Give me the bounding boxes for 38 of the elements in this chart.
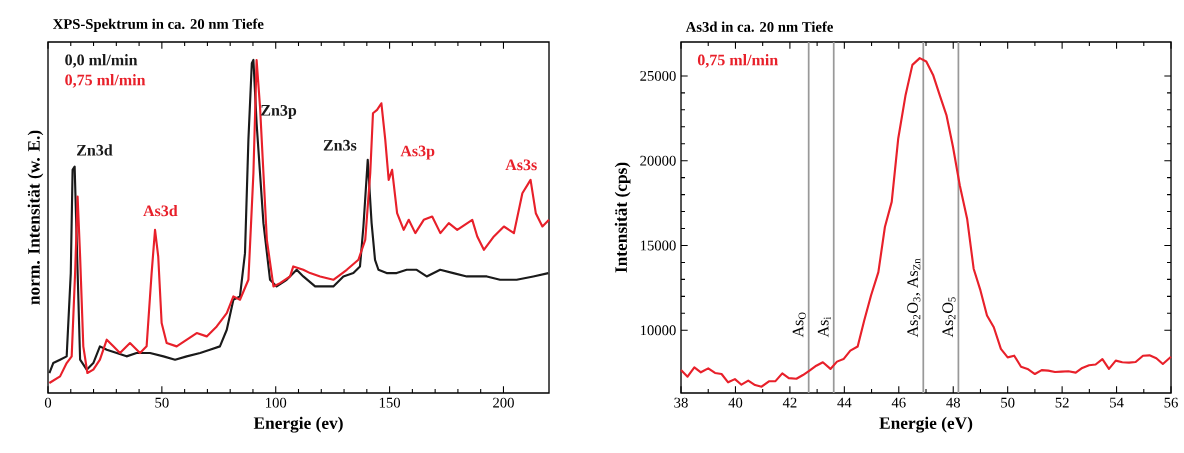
chart-title: XPS-Spektrum in ca. 20 nm Tiefe <box>52 18 264 32</box>
y-tick-label: 10000 <box>640 325 676 336</box>
ref-line-label: As$_{2}$O$_{3}$, As$_{Zn}$ <box>907 258 921 338</box>
annotation: As3d <box>143 204 178 217</box>
x-tick-label: 100 <box>266 397 287 408</box>
x-tick-label: 44 <box>837 397 852 408</box>
x-tick-label: 42 <box>782 397 797 408</box>
x-axis-title: Energie (eV) <box>879 416 973 433</box>
x-tick-label: 50 <box>1001 397 1015 408</box>
ref-line-label: As$_{i}$ <box>817 316 831 338</box>
annotation: Zn3p <box>261 104 297 119</box>
x-tick-label: 0 <box>44 397 52 408</box>
y-axis-title: norm. Intensität (w. E.) <box>27 130 44 305</box>
y-tick-label: 25000 <box>640 70 676 81</box>
text: 0,0 ml/min <box>65 54 138 68</box>
annotation: As3s <box>505 159 537 171</box>
x-tick-label: 40 <box>728 397 743 408</box>
x-tick-label: 38 <box>674 397 688 408</box>
x-tick-label: 200 <box>493 397 514 408</box>
ref-line-label: As$_{O}$ <box>792 312 806 338</box>
text: 0,75 ml/min <box>697 54 778 68</box>
chart-title: As3d in ca. 20 nm Tiefe <box>685 21 833 32</box>
annotation: As3p <box>400 145 435 160</box>
x-tick-label: 56 <box>1164 397 1178 408</box>
x-tick-label: 50 <box>155 397 169 408</box>
x-tick-label: 46 <box>891 397 906 408</box>
ref-line-label: As$_{2}$O$_{5}$ <box>942 297 956 338</box>
x-axis-title: Energie (ev) <box>253 416 343 433</box>
x-tick-label: 52 <box>1055 397 1069 408</box>
text: 0,75 ml/min <box>65 74 146 88</box>
annotation: Zn3d <box>77 144 113 156</box>
x-tick-label: 150 <box>379 397 401 408</box>
y-tick-label: 20000 <box>640 155 676 166</box>
annotation: Zn3s <box>323 139 357 151</box>
y-tick-label: 15000 <box>640 240 676 251</box>
y-axis-title: Intensität (cps) <box>614 162 631 273</box>
x-tick-label: 54 <box>1110 397 1124 408</box>
x-tick-label: 48 <box>946 397 961 408</box>
